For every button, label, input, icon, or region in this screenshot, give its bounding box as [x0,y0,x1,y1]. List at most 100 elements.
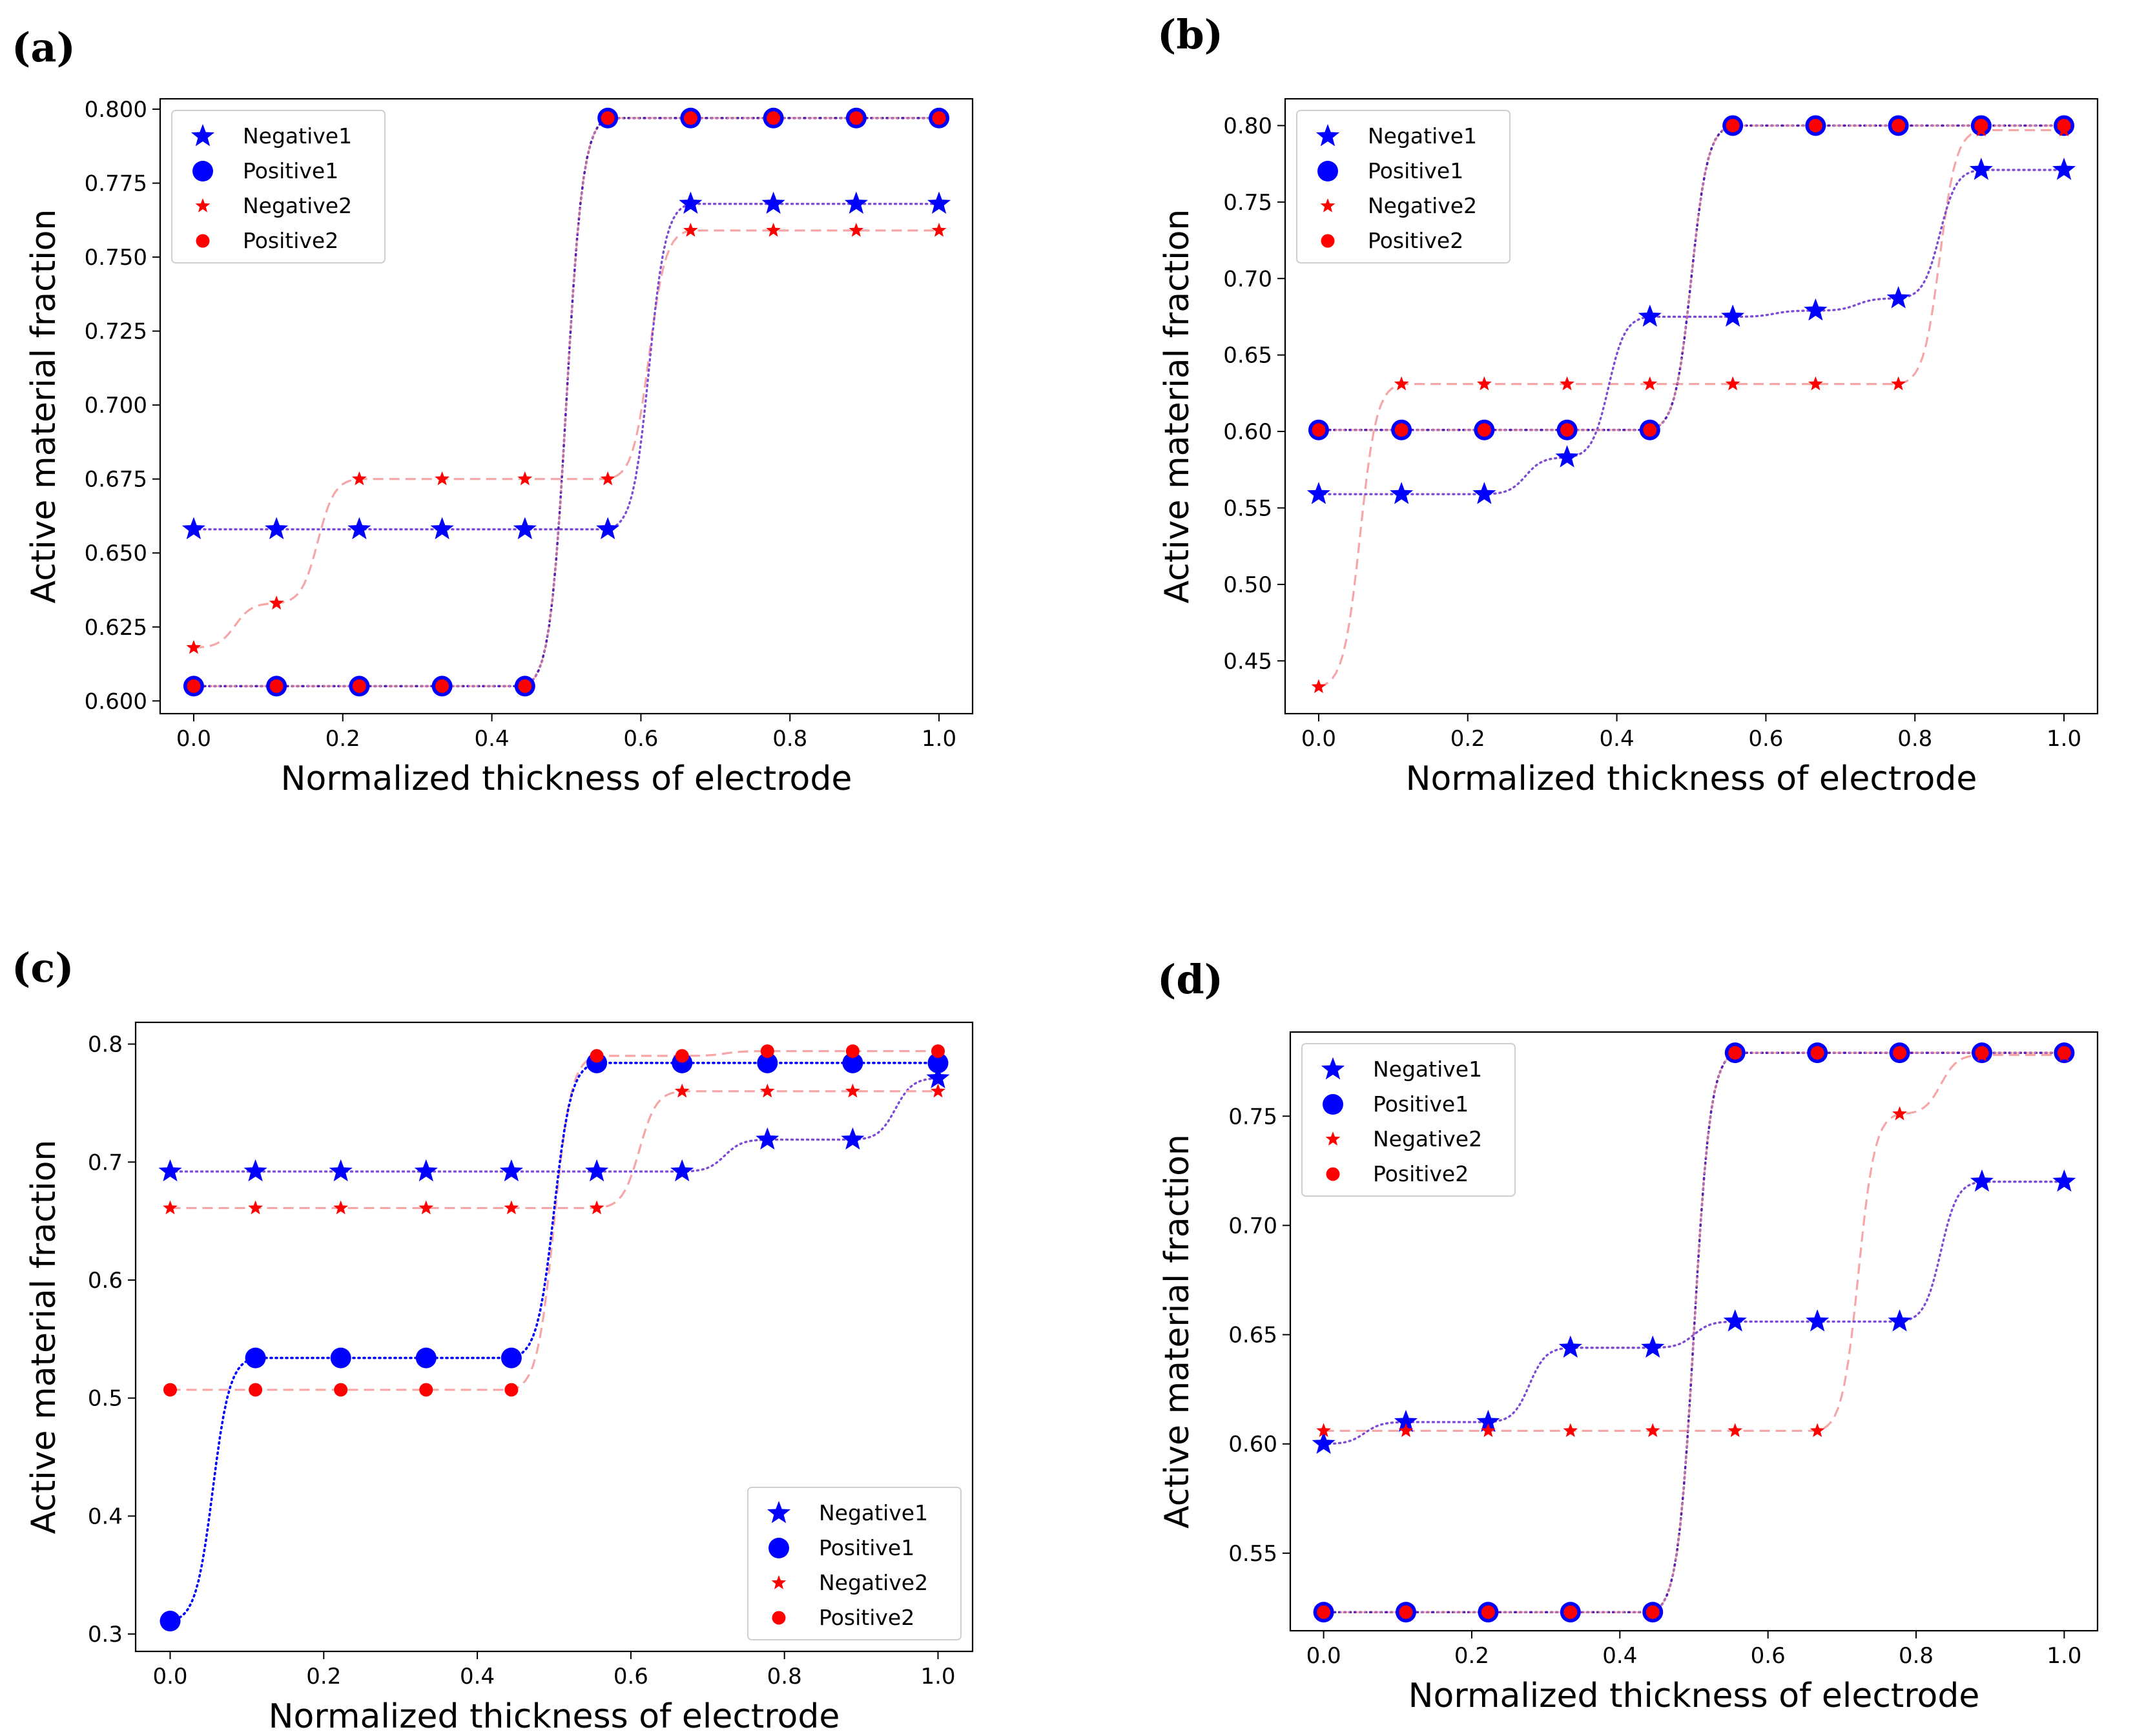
data-point-negative1 [513,517,537,539]
fit-curve-dashed-positive2 [1323,1051,2065,1613]
data-point-negative1 [499,1159,523,1182]
data-point-negative2 [1642,376,1658,391]
chart-panel-c: (c) 0.0 0.2 0.4 0.6 0.8 1.0 0.3 0.4 0.5 0.6 0.7 0.8 N… [12,944,974,1736]
data-point-negative2 [600,471,615,486]
data-point-positive2 [760,1044,774,1059]
data-point-negative2 [2056,122,2072,137]
y-tick-label: 0.65 [1223,343,1272,369]
data-point-positive1 [330,1347,351,1369]
data-point-positive2 [334,1383,348,1397]
data-point-negative1 [596,517,620,539]
data-point-negative2 [1974,122,1989,137]
legend-box [747,1487,962,1640]
data-point-negative1 [1804,298,1828,321]
x-tick-label: 0.4 [460,1664,495,1690]
data-point-negative2 [845,1083,860,1098]
data-layer [1322,1051,2066,1614]
y-tick-label: 0.625 [85,615,147,641]
legend-marker-negative1 [1321,1057,1345,1080]
data-point-negative2 [931,222,947,237]
panel-label: (a) [12,24,76,71]
x-tick-label: 0.8 [1897,726,1932,752]
data-point-negative1 [347,517,371,539]
x-axis-title: Normalized thickness of electrode [1406,760,1977,798]
data-point-negative1 [329,1159,353,1182]
data-point-negative2 [1728,1423,1743,1438]
data-point-positive1 [245,1347,266,1369]
chart-panel-a: (a) 0.0 0.2 0.4 0.6 0.8 1.0 0.600 0.625 0.650 0.67… [12,24,974,798]
y-tick-label: 0.600 [85,688,147,714]
x-tick-label: 0.6 [623,726,658,752]
data-point-positive2 [249,1383,263,1397]
data-point-negative1 [414,1159,438,1182]
panel-label: (b) [1157,11,1223,58]
y-axis-title: Active material fraction [1158,209,1197,604]
y-tick-label: 0.65 [1228,1323,1277,1348]
data-point-positive2 [675,1049,689,1063]
legend-marker-negative2 [1320,198,1336,212]
data-point-negative1 [1888,1309,1912,1332]
data-point-negative1 [243,1159,267,1182]
data-point-positive2 [504,1383,519,1397]
x-tick-label: 0.0 [152,1664,187,1690]
y-tick-label: 0.3 [88,1622,123,1648]
legend-label-positive1: Positive1 [819,1535,914,1560]
data-point-positive2 [1394,423,1408,437]
y-tick-label: 0.675 [85,467,147,493]
x-tick-label: 0.4 [1602,1643,1637,1669]
panel-label: (d) [1157,956,1223,1003]
fit-curve-dotted-negative1 [169,1077,940,1173]
legend-label-negative2: Negative2 [819,1570,928,1595]
y-tick-label: 0.4 [88,1504,123,1529]
data-point-positive1 [842,1052,863,1073]
data-point-positive2 [849,111,863,125]
x-tick-label: 0.0 [1301,726,1336,752]
legend: Negative1 Positive1 Negative2 Positive2 [1301,1043,1516,1197]
data-point-positive2 [163,1383,178,1397]
data-point-positive2 [845,1044,860,1059]
data-point-negative2 [517,471,533,486]
data-point-negative1 [2052,1169,2076,1192]
data-point-negative1 [1306,482,1331,504]
data-point-positive2 [1726,118,1740,132]
data-point-positive1 [415,1347,437,1369]
y-tick-label: 0.55 [1228,1541,1277,1567]
data-point-negative1 [756,1127,779,1150]
data-point-positive2 [1317,1605,1331,1619]
y-tick-label: 0.775 [85,171,147,197]
legend-marker-positive2 [196,234,210,248]
fit-curve-dotted-positive1 [169,1062,940,1622]
data-point-negative1 [1721,304,1745,327]
fit-curve-dotted-negative1 [192,202,940,531]
data-point-positive2 [601,111,615,125]
data-point-negative2 [269,595,284,610]
legend-marker-positive1 [1323,1094,1343,1115]
data-point-negative2 [186,639,201,654]
data-point-positive2 [1645,1605,1660,1619]
data-point-negative1 [430,517,454,539]
data-point-negative1 [844,191,868,214]
data-point-negative2 [849,222,864,237]
data-point-negative2 [759,1083,775,1098]
y-tick-label: 0.750 [85,245,147,271]
data-point-positive2 [1643,423,1657,437]
y-axis-title: Active material fraction [25,209,63,604]
x-tick-label: 0.2 [1450,726,1485,752]
data-point-negative2 [683,222,698,237]
data-point-positive2 [1810,1046,1824,1060]
fit-curve-dotted-negative1 [1322,1181,2066,1445]
x-tick-label: 0.0 [1306,1643,1341,1669]
data-point-negative1 [926,1066,950,1088]
legend-marker-negative2 [195,198,211,212]
data-point-positive2 [1808,118,1822,132]
data-point-negative1 [1969,158,1993,180]
data-point-negative1 [1476,1409,1500,1432]
data-point-negative1 [1312,1431,1336,1454]
data-point-negative2 [589,1200,604,1215]
y-tick-label: 0.45 [1223,648,1272,674]
data-point-negative1 [679,191,703,214]
data-point-positive2 [932,111,946,125]
y-axis-title: Active material fraction [1158,1134,1197,1529]
data-point-negative2 [1892,1106,1907,1121]
